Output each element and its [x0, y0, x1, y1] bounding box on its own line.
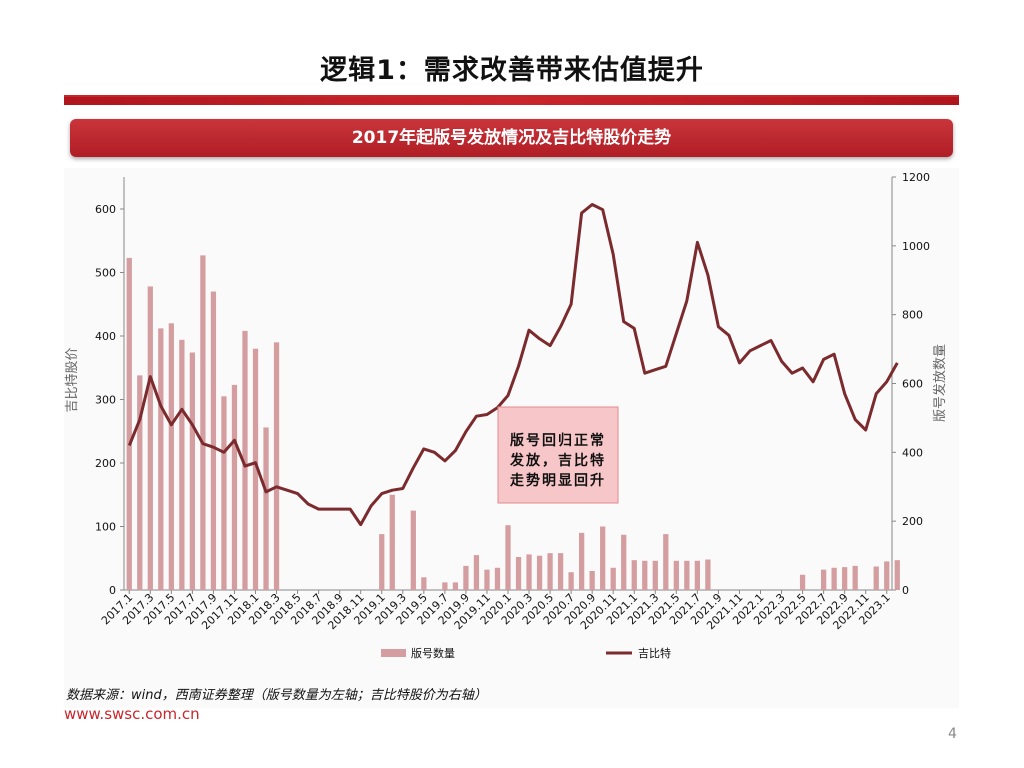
bar-2020.11: [610, 567, 616, 590]
legend-swatch-bar: [381, 649, 406, 657]
annotation-text-line: 走势明显回升: [510, 472, 606, 489]
line-series-jibite: [127, 203, 899, 527]
bar-2017.10: [221, 396, 227, 590]
bar-2020.7: [568, 572, 574, 590]
bar-2019.2: [389, 494, 395, 590]
bar-undefined: [894, 560, 900, 590]
bar-2021.7: [694, 560, 700, 590]
bar-2017.1: [126, 257, 132, 590]
bar-2019.4: [410, 510, 416, 590]
bar-2020.10: [600, 526, 606, 590]
bar-2022.5: [799, 574, 806, 590]
left-axis-tick-label: 600: [95, 203, 116, 216]
title-rule-thick: [64, 97, 959, 105]
right-axis-title: 版号发放数量: [932, 344, 948, 422]
bar-2019.5: [421, 577, 427, 590]
annotation-text-line: 发放，吉比特: [509, 452, 606, 469]
right-axis-tick-label: 200: [902, 515, 923, 528]
bar-2022.7: [820, 569, 827, 590]
bar-2019.12: [494, 567, 501, 590]
bar-2017.12: [242, 330, 248, 590]
left-axis-tick-label: 500: [95, 267, 116, 280]
left-axis-tick-label: 0: [109, 584, 116, 597]
bar-2021.1: [631, 560, 637, 590]
bar-2020.8: [579, 532, 585, 590]
bar-2017.5: [168, 323, 174, 590]
bar-2019.11: [484, 569, 490, 590]
bar-2022.8: [831, 567, 837, 590]
bar-2019.10: [473, 555, 480, 590]
bar-2020.6: [557, 553, 564, 590]
bar-2021.8: [705, 559, 711, 590]
annotation-text-line: 版号回归正常: [510, 432, 606, 449]
legend-label-line: 吉比特: [638, 646, 671, 660]
bar-2019.7: [442, 582, 448, 590]
right-axis-tick-label: 0: [902, 584, 909, 597]
bar-2017.3: [147, 286, 153, 590]
left-axis-tick-label: 200: [95, 457, 116, 470]
bar-2022.9: [842, 567, 848, 590]
bar-2021.2: [642, 560, 648, 590]
bar-2023.1: [884, 561, 890, 590]
bar-2017.6: [179, 339, 185, 590]
bar-2019.1: [379, 534, 385, 590]
bar-2020.12: [621, 534, 627, 590]
right-axis-tick-label: 400: [902, 446, 923, 459]
page-title: 逻辑1：需求改善带来估值提升: [320, 55, 704, 86]
left-axis-tick-label: 300: [95, 394, 116, 407]
bar-2022.12: [873, 566, 879, 590]
bar-2020.5: [547, 553, 553, 590]
bar-2018.1: [252, 348, 259, 590]
bar-2020.3: [526, 554, 532, 590]
bar-2020.9: [589, 570, 595, 590]
bar-2018.3: [273, 342, 280, 590]
bar-2017.2: [137, 375, 143, 590]
title-rule-thin: [64, 95, 959, 97]
legend-label-bar: 版号数量: [411, 646, 455, 660]
right-axis-tick-label: 800: [902, 309, 923, 322]
left-axis-tick-label: 400: [95, 330, 116, 343]
bar-2017.11: [231, 384, 238, 590]
chart-subtitle-bar: 2017年起版号发放情况及吉比特股价走势: [70, 119, 953, 157]
bar-2017.7: [189, 352, 196, 590]
bar-2021.6: [684, 560, 690, 590]
right-axis-tick-label: 1200: [902, 171, 930, 184]
page-number: 4: [948, 726, 957, 742]
left-axis-tick-label: 100: [95, 521, 116, 534]
bar-2017.4: [158, 328, 164, 590]
bar-2018.2: [263, 427, 269, 590]
bar-2020.1: [505, 525, 511, 590]
bar-2021.4: [663, 534, 669, 590]
bar-2021.5: [673, 560, 679, 590]
bar-2020.4: [536, 555, 543, 590]
right-axis-tick-label: 600: [902, 378, 923, 391]
left-axis-title: 吉比特股价: [65, 347, 80, 412]
right-axis-tick-label: 1000: [902, 240, 930, 253]
bar-2020.2: [515, 556, 522, 590]
source-note: 数据来源：wind，西南证券整理（版号数量为左轴；吉比特股价为右轴）: [66, 688, 487, 703]
website-url[interactable]: www.swsc.com.cn: [64, 705, 200, 723]
annotation-box: [497, 406, 619, 504]
bar-2021.3: [652, 560, 658, 590]
bar-2022.10: [852, 565, 858, 590]
bar-2017.9: [210, 291, 217, 590]
bar-2017.8: [200, 255, 206, 591]
bar-2019.8: [452, 582, 459, 590]
bar-2019.9: [463, 565, 469, 590]
